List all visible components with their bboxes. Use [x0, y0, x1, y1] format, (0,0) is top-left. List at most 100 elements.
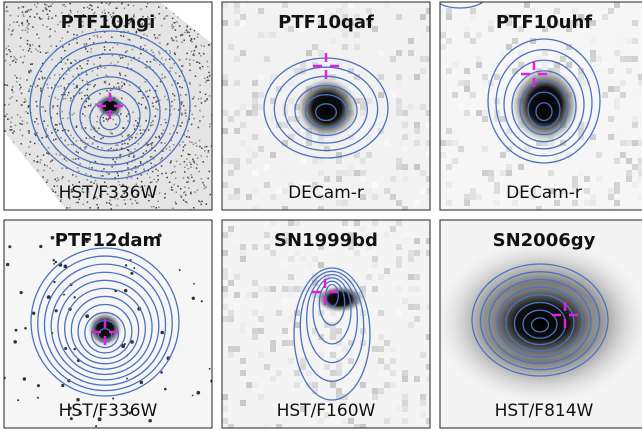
- noise: [252, 110, 258, 116]
- noise: [414, 74, 420, 80]
- noise: [204, 150, 206, 152]
- noise: [67, 95, 69, 97]
- noise: [384, 188, 390, 194]
- noise: [22, 120, 24, 122]
- noise: [186, 202, 188, 204]
- noise: [39, 18, 41, 20]
- noise: [81, 92, 83, 94]
- noise: [60, 137, 62, 139]
- noise: [122, 127, 124, 128]
- noise: [158, 6, 160, 8]
- noise: [16, 21, 18, 23]
- noise: [330, 334, 336, 340]
- noise: [204, 188, 206, 190]
- noise: [100, 138, 102, 140]
- noise: [396, 14, 402, 20]
- noise: [73, 83, 75, 85]
- noise: [135, 120, 137, 122]
- noise: [5, 11, 7, 13]
- noise: [64, 87, 66, 89]
- noise: [153, 97, 155, 99]
- noise: [62, 111, 64, 113]
- noise: [396, 50, 402, 56]
- noise: [99, 93, 101, 95]
- noise: [69, 3, 71, 4]
- noise: [128, 63, 130, 65]
- noise: [252, 292, 258, 298]
- noise: [157, 175, 159, 177]
- noise: [172, 18, 174, 20]
- noise: [145, 120, 147, 122]
- noise: [141, 174, 143, 176]
- noise: [390, 370, 396, 376]
- noise: [77, 167, 79, 169]
- noise: [164, 197, 166, 199]
- noise: [153, 59, 155, 61]
- noise: [342, 170, 348, 176]
- noise: [52, 170, 54, 172]
- noise: [632, 116, 638, 122]
- noise: [234, 20, 240, 26]
- noise: [590, 38, 596, 44]
- noise: [204, 78, 206, 80]
- noise: [396, 110, 402, 116]
- noise: [33, 160, 35, 162]
- noise: [476, 62, 482, 68]
- noise: [170, 160, 172, 162]
- noise: [632, 38, 638, 44]
- noise: [270, 194, 276, 200]
- noise: [197, 157, 199, 159]
- noise: [620, 56, 626, 62]
- noise: [117, 175, 119, 177]
- noise: [188, 181, 190, 183]
- noise: [101, 147, 103, 149]
- noise: [203, 46, 205, 48]
- noise: [22, 135, 24, 137]
- noise: [234, 8, 240, 14]
- noise: [179, 163, 181, 165]
- noise: [93, 136, 95, 138]
- noise: [38, 78, 40, 80]
- noise: [86, 74, 88, 76]
- noise: [49, 96, 51, 98]
- noise: [210, 194, 212, 196]
- noise: [130, 151, 132, 153]
- noise: [638, 158, 642, 164]
- noise: [141, 104, 143, 106]
- noise: [420, 104, 426, 110]
- noise: [181, 65, 183, 67]
- noise: [440, 140, 446, 146]
- noise: [129, 39, 131, 41]
- noise: [171, 105, 173, 107]
- noise: [476, 194, 482, 200]
- noise: [37, 156, 39, 158]
- noise: [494, 188, 500, 194]
- noise: [396, 116, 402, 122]
- noise: [57, 113, 59, 115]
- noise: [12, 60, 14, 62]
- noise: [53, 281, 55, 283]
- noise: [64, 158, 66, 160]
- noise: [234, 2, 240, 8]
- noise: [294, 220, 300, 226]
- noise: [74, 88, 76, 90]
- noise: [632, 20, 638, 26]
- noise: [402, 418, 408, 424]
- noise: [27, 25, 29, 27]
- noise: [125, 51, 127, 53]
- noise: [186, 164, 188, 166]
- noise: [59, 154, 61, 156]
- noise: [150, 61, 152, 63]
- noise: [27, 20, 29, 22]
- noise: [63, 98, 65, 100]
- noise: [10, 122, 12, 124]
- noise: [84, 107, 86, 109]
- noise: [390, 176, 396, 182]
- noise: [17, 399, 19, 401]
- noise: [62, 46, 64, 48]
- noise: [195, 47, 197, 49]
- noise: [378, 92, 384, 98]
- noise: [201, 45, 203, 47]
- noise: [626, 170, 632, 176]
- noise: [179, 59, 181, 61]
